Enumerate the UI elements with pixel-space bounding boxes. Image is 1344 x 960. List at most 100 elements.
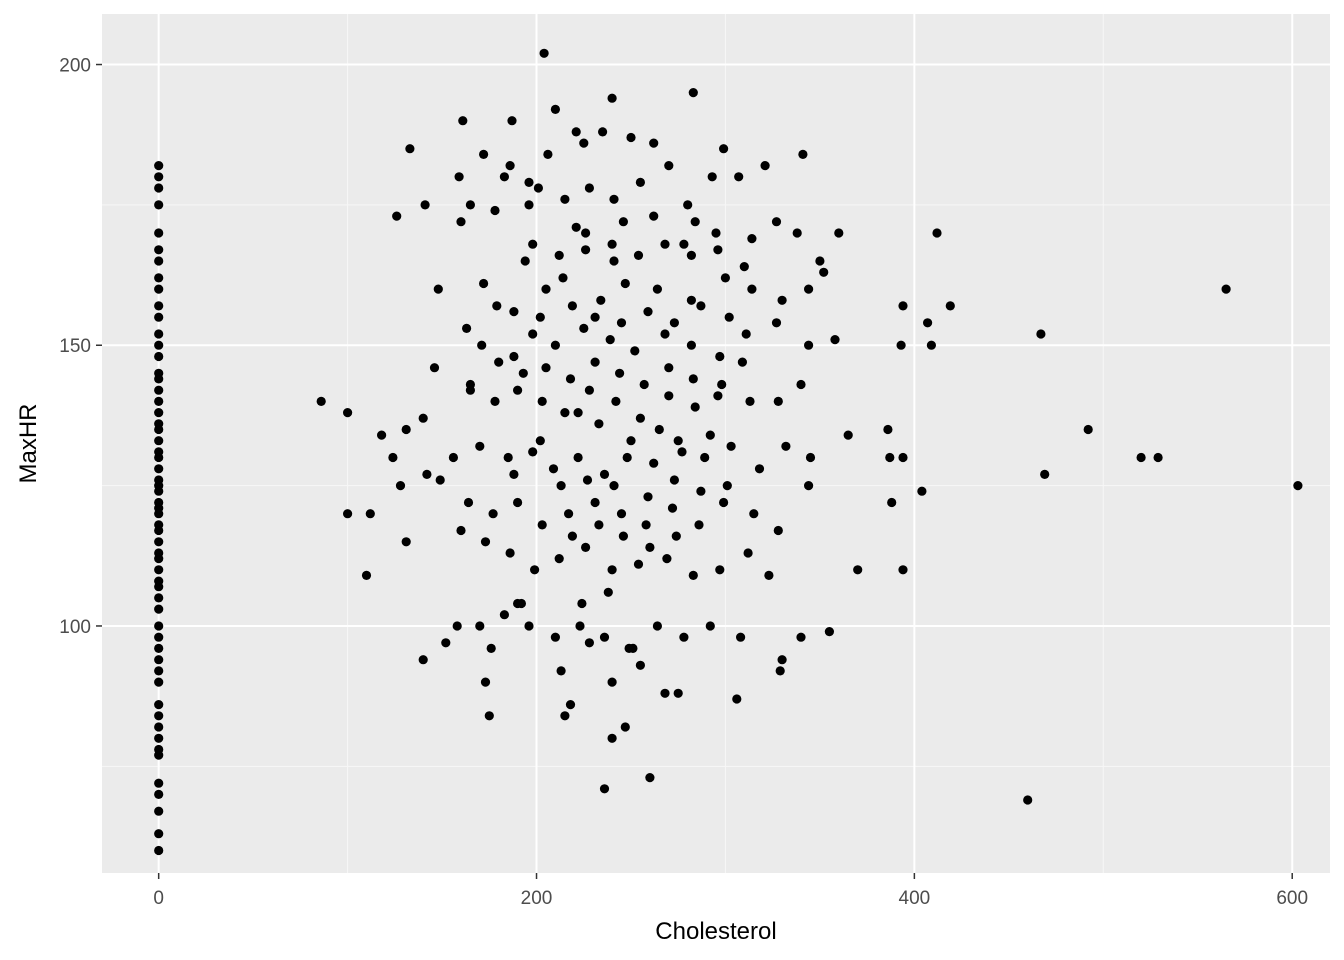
data-point: [154, 329, 164, 339]
data-point: [622, 452, 632, 463]
data-point: [154, 789, 164, 800]
data-point: [1221, 284, 1231, 294]
data-point: [834, 228, 844, 238]
y-axis: 100 150 200: [59, 56, 102, 638]
data-point: [154, 419, 164, 429]
data-point: [599, 469, 610, 479]
data-point: [564, 509, 574, 519]
data-point: [550, 104, 561, 114]
data-point: [154, 183, 164, 193]
data-point: [773, 396, 783, 406]
data-point: [524, 621, 534, 631]
data-point: [745, 396, 755, 406]
data-point: [154, 301, 164, 311]
data-point: [771, 217, 782, 227]
data-point: [932, 228, 942, 238]
data-point: [781, 441, 791, 451]
data-point: [503, 452, 513, 463]
data-point: [771, 318, 782, 328]
data-point: [377, 430, 387, 440]
data-point: [626, 436, 636, 446]
data-point: [607, 677, 617, 687]
data-point: [509, 351, 519, 362]
data-point: [804, 340, 814, 350]
data-point: [660, 239, 670, 249]
data-point: [673, 436, 683, 446]
data-point: [535, 436, 545, 446]
data-point: [154, 778, 164, 788]
data-point: [630, 346, 640, 356]
data-point: [420, 200, 430, 210]
data-point: [154, 632, 164, 642]
data-point: [480, 537, 491, 547]
data-point: [645, 542, 655, 553]
data-point: [422, 469, 432, 479]
data-point: [458, 116, 468, 126]
data-point: [154, 497, 164, 508]
data-point: [513, 385, 523, 395]
data-point: [154, 228, 164, 238]
data-point: [683, 200, 693, 210]
data-point: [554, 250, 564, 260]
data-point: [154, 677, 164, 687]
data-point: [418, 413, 428, 423]
data-point: [713, 391, 723, 401]
data-point: [643, 492, 653, 502]
data-point: [717, 379, 727, 390]
data-point: [598, 127, 608, 137]
data-point: [664, 161, 674, 171]
data-point: [154, 520, 164, 530]
data-point: [573, 452, 583, 463]
data-point: [777, 655, 787, 665]
data-point: [887, 497, 897, 508]
data-point: [605, 335, 615, 345]
data-point: [429, 363, 440, 373]
data-point: [696, 486, 706, 496]
data-point: [524, 177, 534, 187]
data-point: [649, 138, 659, 148]
data-point: [607, 565, 617, 575]
data-point: [484, 711, 494, 721]
data-point: [694, 520, 704, 530]
data-point: [577, 598, 587, 609]
data-point: [361, 570, 372, 581]
data-point: [154, 643, 164, 654]
data-point: [804, 481, 814, 491]
data-point: [486, 643, 496, 654]
data-point: [543, 149, 553, 159]
data-point: [507, 116, 517, 126]
data-point: [518, 368, 528, 378]
data-point: [754, 464, 765, 474]
data-point: [662, 554, 672, 564]
x-axis: 0 200 400 600: [153, 873, 1308, 909]
data-point: [154, 666, 164, 676]
x-axis-title: Cholesterol: [655, 918, 776, 945]
data-point: [154, 621, 164, 631]
data-point: [686, 250, 697, 260]
data-point: [679, 632, 689, 642]
data-point: [724, 312, 734, 322]
data-point: [154, 475, 164, 485]
data-point: [628, 643, 638, 654]
data-point: [154, 700, 164, 710]
data-point: [620, 278, 630, 289]
data-point: [635, 660, 646, 670]
data-point: [654, 424, 664, 435]
data-point: [609, 256, 619, 266]
data-point: [649, 211, 659, 221]
data-point: [571, 222, 581, 232]
data-point: [154, 845, 164, 856]
data-point: [509, 307, 519, 317]
data-point: [596, 295, 606, 305]
data-point: [898, 452, 908, 463]
data-point: [611, 396, 621, 406]
data-point: [641, 520, 651, 530]
data-point: [154, 733, 164, 743]
data-point: [154, 565, 164, 575]
data-point: [154, 548, 164, 558]
y-tick-label: 150: [59, 336, 91, 357]
data-point: [741, 329, 751, 339]
data-point: [1136, 452, 1146, 463]
data-point: [154, 408, 164, 418]
